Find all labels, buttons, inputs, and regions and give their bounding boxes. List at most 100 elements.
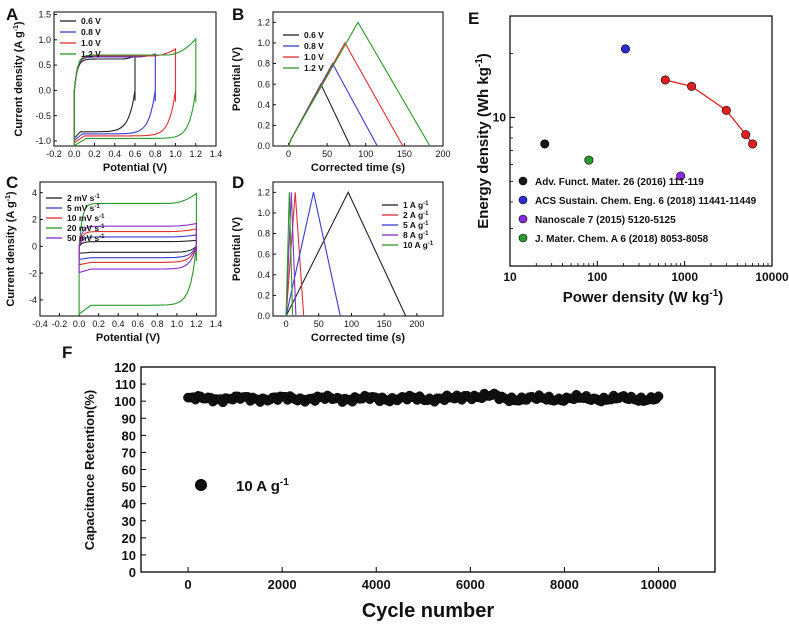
panel-c: C -4 -2 0 2 4 -0.4 -0.2 0.0 0.2 0.4 0.6 0.8 1.0 1.2 1… [5,173,222,344]
panel-e-letter: E [468,9,479,28]
panel-f-x-tick-label: 8000 [550,577,579,592]
panel-e-marks [540,44,758,181]
panel-f-marks [183,388,664,408]
panel-b: B 0.0 0.2 0.4 0.6 0.8 1.0 1.2 0 50 100 150 200 Cor… [231,5,451,174]
panel-c-y-ticks: -4 -2 0 2 4 [29,188,43,305]
panel-e-x-ticks: 10 100 1000 10000 [503,261,789,284]
panel-d-y-tick-label: 0.6 [257,249,270,259]
panel-c-legend-label: 2 mV s-1 [67,193,100,203]
panel-c-y-tick-label: -2 [29,268,37,278]
panel-c-cv-curve [78,222,197,274]
panel-f-x-label: Cycle number [362,600,494,622]
panel-b-y-tick-label: 0.2 [257,121,270,131]
panel-a-y-tick-label: 1.0 [38,35,51,45]
panel-c-x-label: Potential (V) [96,332,161,344]
panel-c-cv-curve [78,192,197,316]
panel-d-y-tick-label: 0.8 [257,229,270,239]
panel-a-y-tick-label: 0.0 [38,86,51,96]
panel-f-y-tick-label: 40 [122,497,136,512]
panel-c-x-tick-label: 0.4 [112,319,125,329]
panel-a-x-tick-label: -0.2 [46,149,62,159]
panel-a: A -1.0 -0.5 0.0 0.5 1.0 1.5 -0.2 0.0 0.2 0.4 0.6 0… [6,5,222,174]
panel-c-x-tick-label: 0.8 [151,319,164,329]
panel-a-curves [73,37,197,147]
panel-e-legend-label: Adv. Funct. Mater. 26 (2016) 111-119 [535,177,704,188]
panel-b-x-tick-label: 150 [397,149,412,159]
panel-d-x-tick-label: 150 [377,319,392,329]
panel-a-x-label: Potential (V) [103,162,168,174]
panel-b-y-ticks: 0.0 0.2 0.4 0.6 0.8 1.0 1.2 [257,17,276,151]
panel-c-y-tick-label: 2 [32,215,37,225]
panel-f-x-tick-label: 6000 [456,577,485,592]
panel-b-y-tick-label: 0.0 [257,141,270,151]
panel-f-y-tick-label: 70 [122,445,136,460]
panel-d-x-label: Corrected time (s) [311,332,405,344]
panel-c-curves [78,192,197,316]
panel-e-y-label: Energy density (Wh kg-1) [474,53,492,229]
panel-d-gcd-curve [285,192,297,317]
panel-a-x-tick-label: 0.8 [149,149,162,159]
panel-d-legend-label: 5 A g-1 [403,220,429,230]
panel-b-frame [272,11,444,147]
panel-f-x-tick-label: 0 [184,577,191,592]
panel-a-legend: 0.6 V0.8 V1.0 V1.2 V [60,16,101,59]
panel-c-x-tick-label: 0.2 [92,319,105,329]
panel-a-x-tick-label: 0.2 [88,149,101,159]
panel-e: E 10 10 100 1000 10000 Power density (W kg-… [468,9,789,306]
panel-b-x-tick-label: 50 [322,149,332,159]
panel-b-gcd-curve [287,21,431,147]
panel-c-x-tick-label: -0.2 [52,319,68,329]
panel-d-y-ticks: 0.0 0.2 0.4 0.6 0.8 1.0 1.2 [257,187,276,321]
panel-c-y-label: Current density (A g-1) [5,191,17,307]
panel-e-reference-point [584,155,594,165]
panel-f-x-tick-label: 10000 [640,577,676,592]
panel-e-y-ticks: 10 [493,15,515,267]
panel-d-frame [272,181,444,317]
panel-c-x-ticks: -0.4 -0.2 0.0 0.2 0.4 0.6 0.8 1.0 1.2 1.4 [32,313,222,329]
panel-f-x-tick-label: 4000 [362,577,391,592]
panel-d-gcd-curve [285,192,294,317]
panel-f-y-tick-label: 110 [115,377,136,392]
panel-c-letter: C [6,173,18,192]
panel-d-curves [285,191,407,317]
panel-f-y-tick-label: 90 [122,411,136,426]
panel-a-x-tick-label: 0.0 [68,149,81,159]
panel-f-y-ticks: 0 10 20 30 40 50 60 70 80 90 100 110 120 [114,360,146,580]
panel-e-x-tick-label: 1000 [671,270,698,284]
panel-d-x-tick-label: 200 [409,319,424,329]
panel-b-x-tick-label: 100 [358,149,373,159]
panel-d-x-tick-label: 100 [344,319,359,329]
panel-c-x-tick-label: -0.4 [32,319,48,329]
panel-d-gcd-curve [285,191,407,317]
panel-e-reference-point [620,44,630,54]
panel-c-x-tick-label: 0.6 [132,319,145,329]
panel-c-legend-label: 10 mV s-1 [67,213,105,223]
panel-d: D 0.0 0.2 0.4 0.6 0.8 1.0 1.2 0 50 100 150 200 Cor… [231,173,444,344]
panel-a-cv-curve [73,47,177,144]
panel-e-legend-label: ACS Sustain. Chem. Eng. 6 (2018) 11441-1… [535,196,757,207]
panel-a-x-tick-label: 0.4 [108,149,121,159]
panel-c-x-tick-label: 0.0 [73,319,86,329]
panel-a-legend-label: 1.2 V [81,49,101,59]
panel-b-legend: 0.6 V0.8 V1.0 V1.2 V [283,30,324,73]
panel-e-reference-point [676,171,686,181]
panel-f: F 0 10 20 30 40 50 60 70 80 90 100 110 120 0 2000 4000… [62,343,716,622]
panel-e-x-tick-label: 10000 [755,270,789,284]
panel-b-legend-label: 0.6 V [304,30,324,40]
panel-b-y-tick-label: 0.8 [257,59,270,69]
panel-b-x-label: Corrected time (s) [311,162,405,174]
panel-e-x-label: Power density (W kg-1) [563,288,724,306]
panel-c-x-tick-label: 1.0 [171,319,184,329]
panel-d-y-tick-label: 1.2 [257,187,270,197]
panel-a-legend-label: 0.8 V [81,27,101,37]
panel-d-y-tick-label: 0.2 [257,291,270,301]
panel-d-y-tick-label: 0.0 [257,311,270,321]
panel-f-y-label: Capacitance Retention(%) [82,390,97,550]
panel-f-x-ticks: 0 2000 4000 6000 8000 10000 [184,567,677,592]
panel-a-x-tick-label: 1.2 [189,149,202,159]
panel-c-y-tick-label: 0 [32,241,37,251]
panel-a-y-tick-label: -1.0 [35,136,51,146]
panel-e-legend-label: Nanoscale 7 (2015) 5120-5125 [535,215,676,226]
panel-e-this-work-point [660,75,670,85]
